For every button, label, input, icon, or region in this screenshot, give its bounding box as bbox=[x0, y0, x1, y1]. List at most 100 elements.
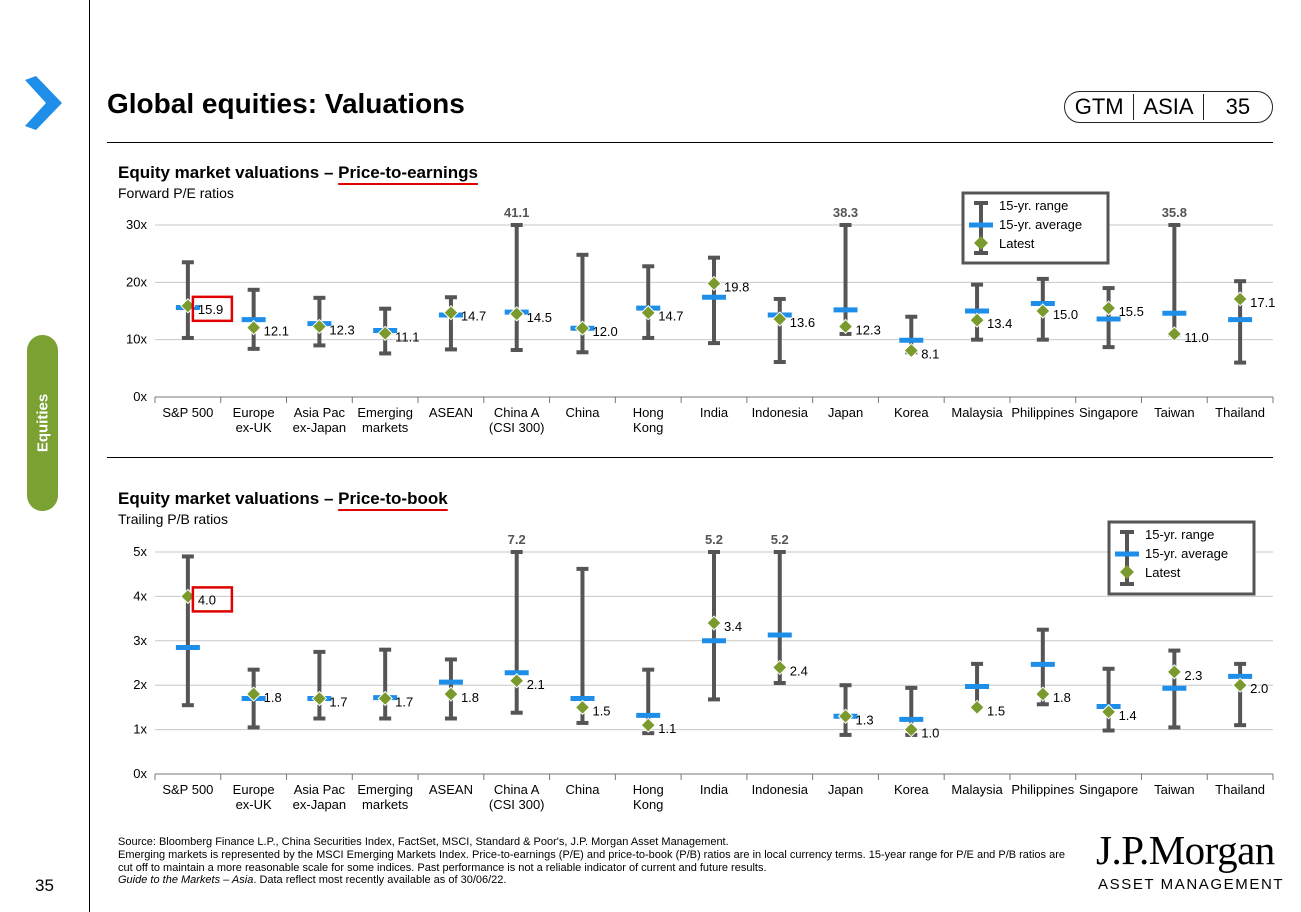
legend-label: Latest bbox=[999, 236, 1035, 251]
category-label: Kong bbox=[633, 420, 663, 435]
latest-label: 2.3 bbox=[1184, 668, 1202, 683]
section-rule bbox=[107, 457, 1273, 458]
pe-chart-title: Equity market valuations – Price-to-earn… bbox=[118, 163, 478, 183]
latest-label: 14.7 bbox=[658, 309, 683, 324]
pe-title-emph: Price-to-earnings bbox=[338, 163, 478, 182]
latest-label: 15.0 bbox=[1053, 307, 1078, 322]
y-tick-label: 20x bbox=[126, 274, 147, 289]
footnote-source: Source: Bloomberg Finance L.P., China Se… bbox=[118, 836, 729, 848]
legend-label: Latest bbox=[1145, 565, 1181, 580]
latest-marker bbox=[245, 686, 262, 702]
latest-marker bbox=[508, 306, 525, 322]
latest-label: 1.5 bbox=[987, 703, 1005, 718]
latest-marker bbox=[574, 320, 591, 336]
latest-marker bbox=[1166, 326, 1183, 342]
latest-label: 12.1 bbox=[264, 324, 289, 339]
latest-label: 13.6 bbox=[790, 315, 815, 330]
category-label: Philippines bbox=[1011, 782, 1074, 797]
category-label: (CSI 300) bbox=[489, 420, 545, 435]
jpmorgan-logo: J.P.Morgan bbox=[1096, 827, 1275, 873]
capped-value-label: 41.1 bbox=[504, 205, 529, 220]
latest-label: 13.4 bbox=[987, 316, 1012, 331]
category-label: ex-Japan bbox=[293, 420, 346, 435]
latest-label: 12.3 bbox=[329, 322, 354, 337]
legend-latest-swatch bbox=[1120, 565, 1134, 579]
category-label: Hong bbox=[633, 405, 664, 420]
capped-value-label: 7.2 bbox=[508, 532, 526, 547]
latest-label: 11.1 bbox=[395, 329, 419, 344]
category-label: Europe bbox=[233, 782, 275, 797]
pe-title-prefix: Equity market valuations – bbox=[118, 163, 339, 182]
latest-label: 2.1 bbox=[527, 677, 545, 692]
page-number: 35 bbox=[35, 876, 54, 895]
pb-title-prefix: Equity market valuations – bbox=[118, 489, 339, 508]
category-label: Philippines bbox=[1011, 405, 1074, 420]
category-label: Indonesia bbox=[752, 782, 809, 797]
category-label: ex-UK bbox=[236, 420, 272, 435]
category-label: China bbox=[565, 405, 600, 420]
category-label: Asia Pac bbox=[294, 405, 346, 420]
latest-marker bbox=[1232, 677, 1248, 693]
latest-marker bbox=[969, 312, 985, 328]
latest-marker bbox=[1035, 686, 1051, 702]
category-label: Hong bbox=[633, 782, 664, 797]
category-label: Singapore bbox=[1079, 405, 1138, 420]
category-label: ASEAN bbox=[429, 405, 473, 420]
latest-marker bbox=[640, 717, 656, 733]
badge-region: ASIA bbox=[1133, 94, 1202, 120]
category-label: ASEAN bbox=[429, 782, 473, 797]
category-label: ex-Japan bbox=[293, 797, 346, 812]
pb-chart-subtitle: Trailing P/B ratios bbox=[118, 511, 228, 527]
capped-value-label: 35.8 bbox=[1162, 205, 1187, 220]
category-label: Korea bbox=[894, 782, 929, 797]
category-label: Japan bbox=[828, 782, 863, 797]
category-label: India bbox=[700, 405, 729, 420]
category-label: ex-UK bbox=[236, 797, 272, 812]
capped-value-label: 38.3 bbox=[833, 205, 858, 220]
capped-value-label: 5.2 bbox=[771, 532, 789, 547]
latest-label: 11.0 bbox=[1184, 330, 1208, 345]
latest-label: 2.4 bbox=[790, 663, 808, 678]
category-label: Emerging bbox=[357, 782, 413, 797]
latest-marker bbox=[706, 615, 722, 631]
latest-label: 1.8 bbox=[461, 690, 479, 705]
category-label: Indonesia bbox=[752, 405, 809, 420]
footnote-guide-date: . Data reflect most recently available a… bbox=[253, 874, 507, 887]
latest-label: 8.1 bbox=[921, 347, 939, 362]
pb-title-emph: Price-to-book bbox=[338, 489, 448, 508]
category-label: Thailand bbox=[1215, 405, 1265, 420]
latest-marker bbox=[1100, 300, 1117, 316]
pb-chart-title: Equity market valuations – Price-to-book bbox=[118, 489, 448, 509]
category-label: Asia Pac bbox=[294, 782, 346, 797]
category-label: India bbox=[700, 782, 729, 797]
latest-marker bbox=[903, 721, 920, 738]
badge-page: 35 bbox=[1202, 94, 1272, 120]
latest-marker bbox=[1100, 704, 1117, 720]
gtm-badge: GTM ASIA 35 bbox=[1064, 91, 1273, 123]
category-label: (CSI 300) bbox=[489, 797, 545, 812]
footnote-guide-title: Guide to the Markets – Asia bbox=[118, 874, 254, 887]
section-tab[interactable]: Equities bbox=[27, 335, 58, 511]
latest-marker bbox=[574, 699, 591, 716]
latest-marker bbox=[1166, 664, 1183, 680]
latest-marker bbox=[443, 686, 459, 702]
category-label: China A bbox=[494, 405, 540, 420]
category-label: S&P 500 bbox=[162, 782, 213, 797]
pe-chart-subtitle: Forward P/E ratios bbox=[118, 185, 234, 201]
latest-marker bbox=[245, 319, 262, 336]
page-title: Global equities: Valuations bbox=[107, 88, 465, 119]
category-label: Thailand bbox=[1215, 782, 1265, 797]
category-label: China A bbox=[494, 782, 540, 797]
latest-marker bbox=[837, 318, 854, 335]
category-label: Japan bbox=[828, 405, 863, 420]
latest-label: 14.5 bbox=[527, 310, 552, 325]
category-label: Korea bbox=[894, 405, 929, 420]
capped-value-label: 5.2 bbox=[705, 532, 723, 547]
category-label: Malaysia bbox=[951, 782, 1003, 797]
highlight-box bbox=[191, 586, 234, 613]
y-tick-label: 1x bbox=[133, 722, 147, 737]
latest-marker bbox=[377, 690, 393, 707]
y-tick-label: 0x bbox=[133, 766, 147, 781]
latest-label: 1.4 bbox=[1119, 708, 1137, 723]
